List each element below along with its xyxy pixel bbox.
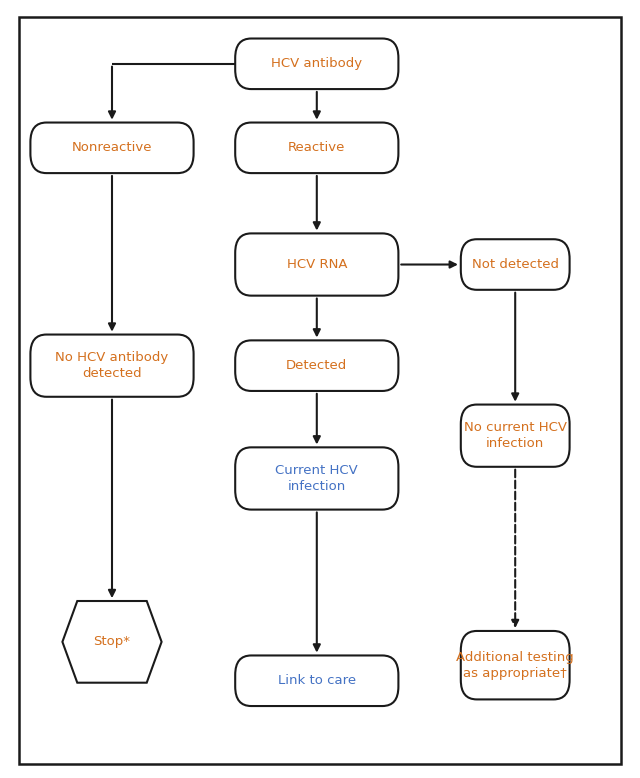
Polygon shape [62,601,161,683]
FancyBboxPatch shape [236,447,398,510]
Text: HCV RNA: HCV RNA [287,258,347,271]
Text: Nonreactive: Nonreactive [72,142,152,154]
FancyBboxPatch shape [30,335,193,397]
Text: Not detected: Not detected [472,258,559,271]
Text: Detected: Detected [286,359,348,372]
Text: Current HCV
infection: Current HCV infection [275,464,358,493]
FancyBboxPatch shape [236,38,398,89]
FancyBboxPatch shape [236,122,398,173]
FancyBboxPatch shape [236,233,398,296]
Text: Stop*: Stop* [93,636,131,648]
FancyBboxPatch shape [236,655,398,706]
Text: Additional testing
as appropriate†: Additional testing as appropriate† [456,650,574,680]
Text: Reactive: Reactive [288,142,346,154]
FancyBboxPatch shape [461,405,570,467]
FancyBboxPatch shape [236,341,398,391]
Text: No current HCV
infection: No current HCV infection [464,421,566,450]
FancyBboxPatch shape [461,239,570,289]
FancyBboxPatch shape [30,122,193,173]
Text: Link to care: Link to care [278,675,356,687]
Text: HCV antibody: HCV antibody [271,58,362,70]
FancyBboxPatch shape [461,631,570,699]
Text: No HCV antibody
detected: No HCV antibody detected [56,351,168,380]
